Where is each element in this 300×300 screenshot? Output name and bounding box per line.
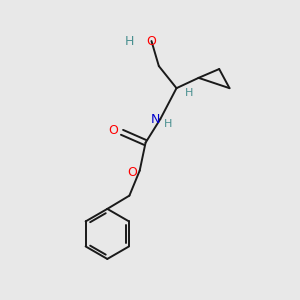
Text: H: H	[164, 119, 173, 129]
Text: H: H	[185, 88, 193, 98]
Text: O: O	[108, 124, 118, 137]
Text: O: O	[127, 166, 137, 178]
Text: N: N	[150, 112, 160, 126]
Text: O: O	[146, 34, 156, 48]
Text: H: H	[125, 34, 134, 48]
